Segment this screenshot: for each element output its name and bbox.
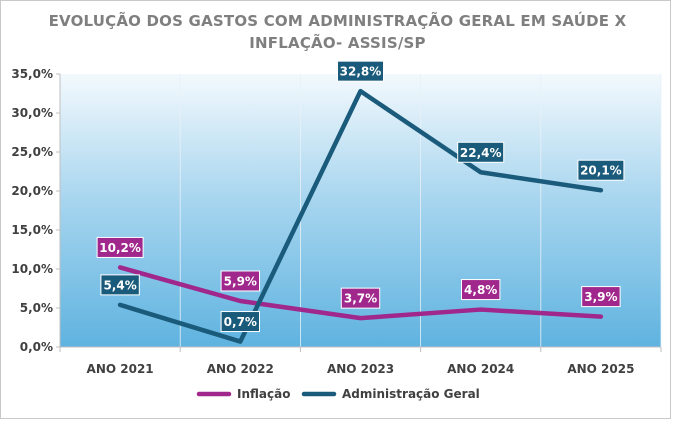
data-label-box — [96, 236, 144, 258]
chart-title-line-2: INFLAÇÃO- ASSIS/SP — [249, 34, 426, 52]
data-label: 10,2% — [96, 236, 144, 258]
y-tick-label: 10,0% — [11, 262, 53, 276]
y-tick-label: 20,0% — [11, 184, 53, 198]
data-label: 5,4% — [100, 274, 140, 296]
data-label-box — [100, 274, 140, 296]
data-label: 5,9% — [220, 270, 261, 292]
data-label: 20,1% — [577, 159, 625, 181]
data-label-value: 4,8% — [464, 283, 497, 297]
data-label-box — [220, 270, 261, 292]
data-label-value: 3,9% — [584, 290, 617, 304]
data-label-box — [457, 141, 505, 163]
x-tick-label: ANO 2023 — [327, 362, 394, 376]
x-tick-label: ANO 2025 — [567, 362, 634, 376]
data-label-value: 10,2% — [99, 241, 141, 255]
data-label-value: 0,7% — [224, 315, 257, 329]
data-label-value: 5,4% — [103, 278, 136, 292]
y-tick-label: 30,0% — [11, 106, 53, 120]
y-tick-label: 35,0% — [11, 67, 53, 81]
data-label-box — [340, 287, 381, 309]
chart-title-line-1: EVOLUÇÃO DOS GASTOS COM ADMINISTRAÇÃO GE… — [48, 12, 627, 30]
legend-item: Administração Geral — [301, 387, 480, 401]
data-labels: 10,2% 5,9% 3,7% 4,8% 3,9% 5,4% 0,7% 32,8% 22,4% 2… — [96, 60, 625, 333]
data-label-value: 22,4% — [460, 146, 502, 160]
data-label-box — [220, 311, 261, 333]
data-label: 3,7% — [340, 287, 381, 309]
y-tick-label: 25,0% — [11, 145, 53, 159]
data-label-value: 20,1% — [580, 164, 622, 178]
series-lines — [117, 88, 604, 344]
x-tick-label: ANO 2024 — [447, 362, 514, 376]
legend-item: Inflação — [196, 387, 290, 401]
legend-label: Administração Geral — [342, 387, 480, 401]
x-tick-label: ANO 2021 — [87, 362, 154, 376]
data-label-value: 3,7% — [344, 292, 377, 306]
chart-title: EVOLUÇÃO DOS GASTOS COM ADMINISTRAÇÃO GE… — [1, 10, 670, 54]
y-tick-label: 5,0% — [20, 301, 53, 315]
x-tick-label: ANO 2022 — [207, 362, 274, 376]
data-label-box — [461, 279, 501, 301]
data-label-box — [581, 286, 621, 308]
data-label: 32,8% — [337, 60, 384, 82]
data-label-value: 32,8% — [340, 65, 382, 79]
data-label: 22,4% — [457, 141, 505, 163]
axes: 0,0% 5,0% 10,0% 15,0% 20,0% 25,0% 30,0% 35,0% AN… — [11, 67, 662, 376]
data-label: 3,9% — [581, 286, 621, 308]
y-tick-label: 15,0% — [11, 223, 53, 237]
series-line-0 — [117, 265, 604, 321]
legend-label: Inflação — [237, 387, 290, 401]
data-label: 4,8% — [461, 279, 501, 301]
data-label: 0,7% — [220, 311, 261, 333]
series-line-1 — [117, 88, 604, 344]
data-label-box — [577, 159, 625, 181]
data-label-box — [337, 60, 384, 82]
data-label-value: 5,9% — [224, 274, 257, 288]
y-tick-label: 0,0% — [20, 340, 53, 354]
legend: Inflação Administração Geral — [196, 387, 480, 401]
